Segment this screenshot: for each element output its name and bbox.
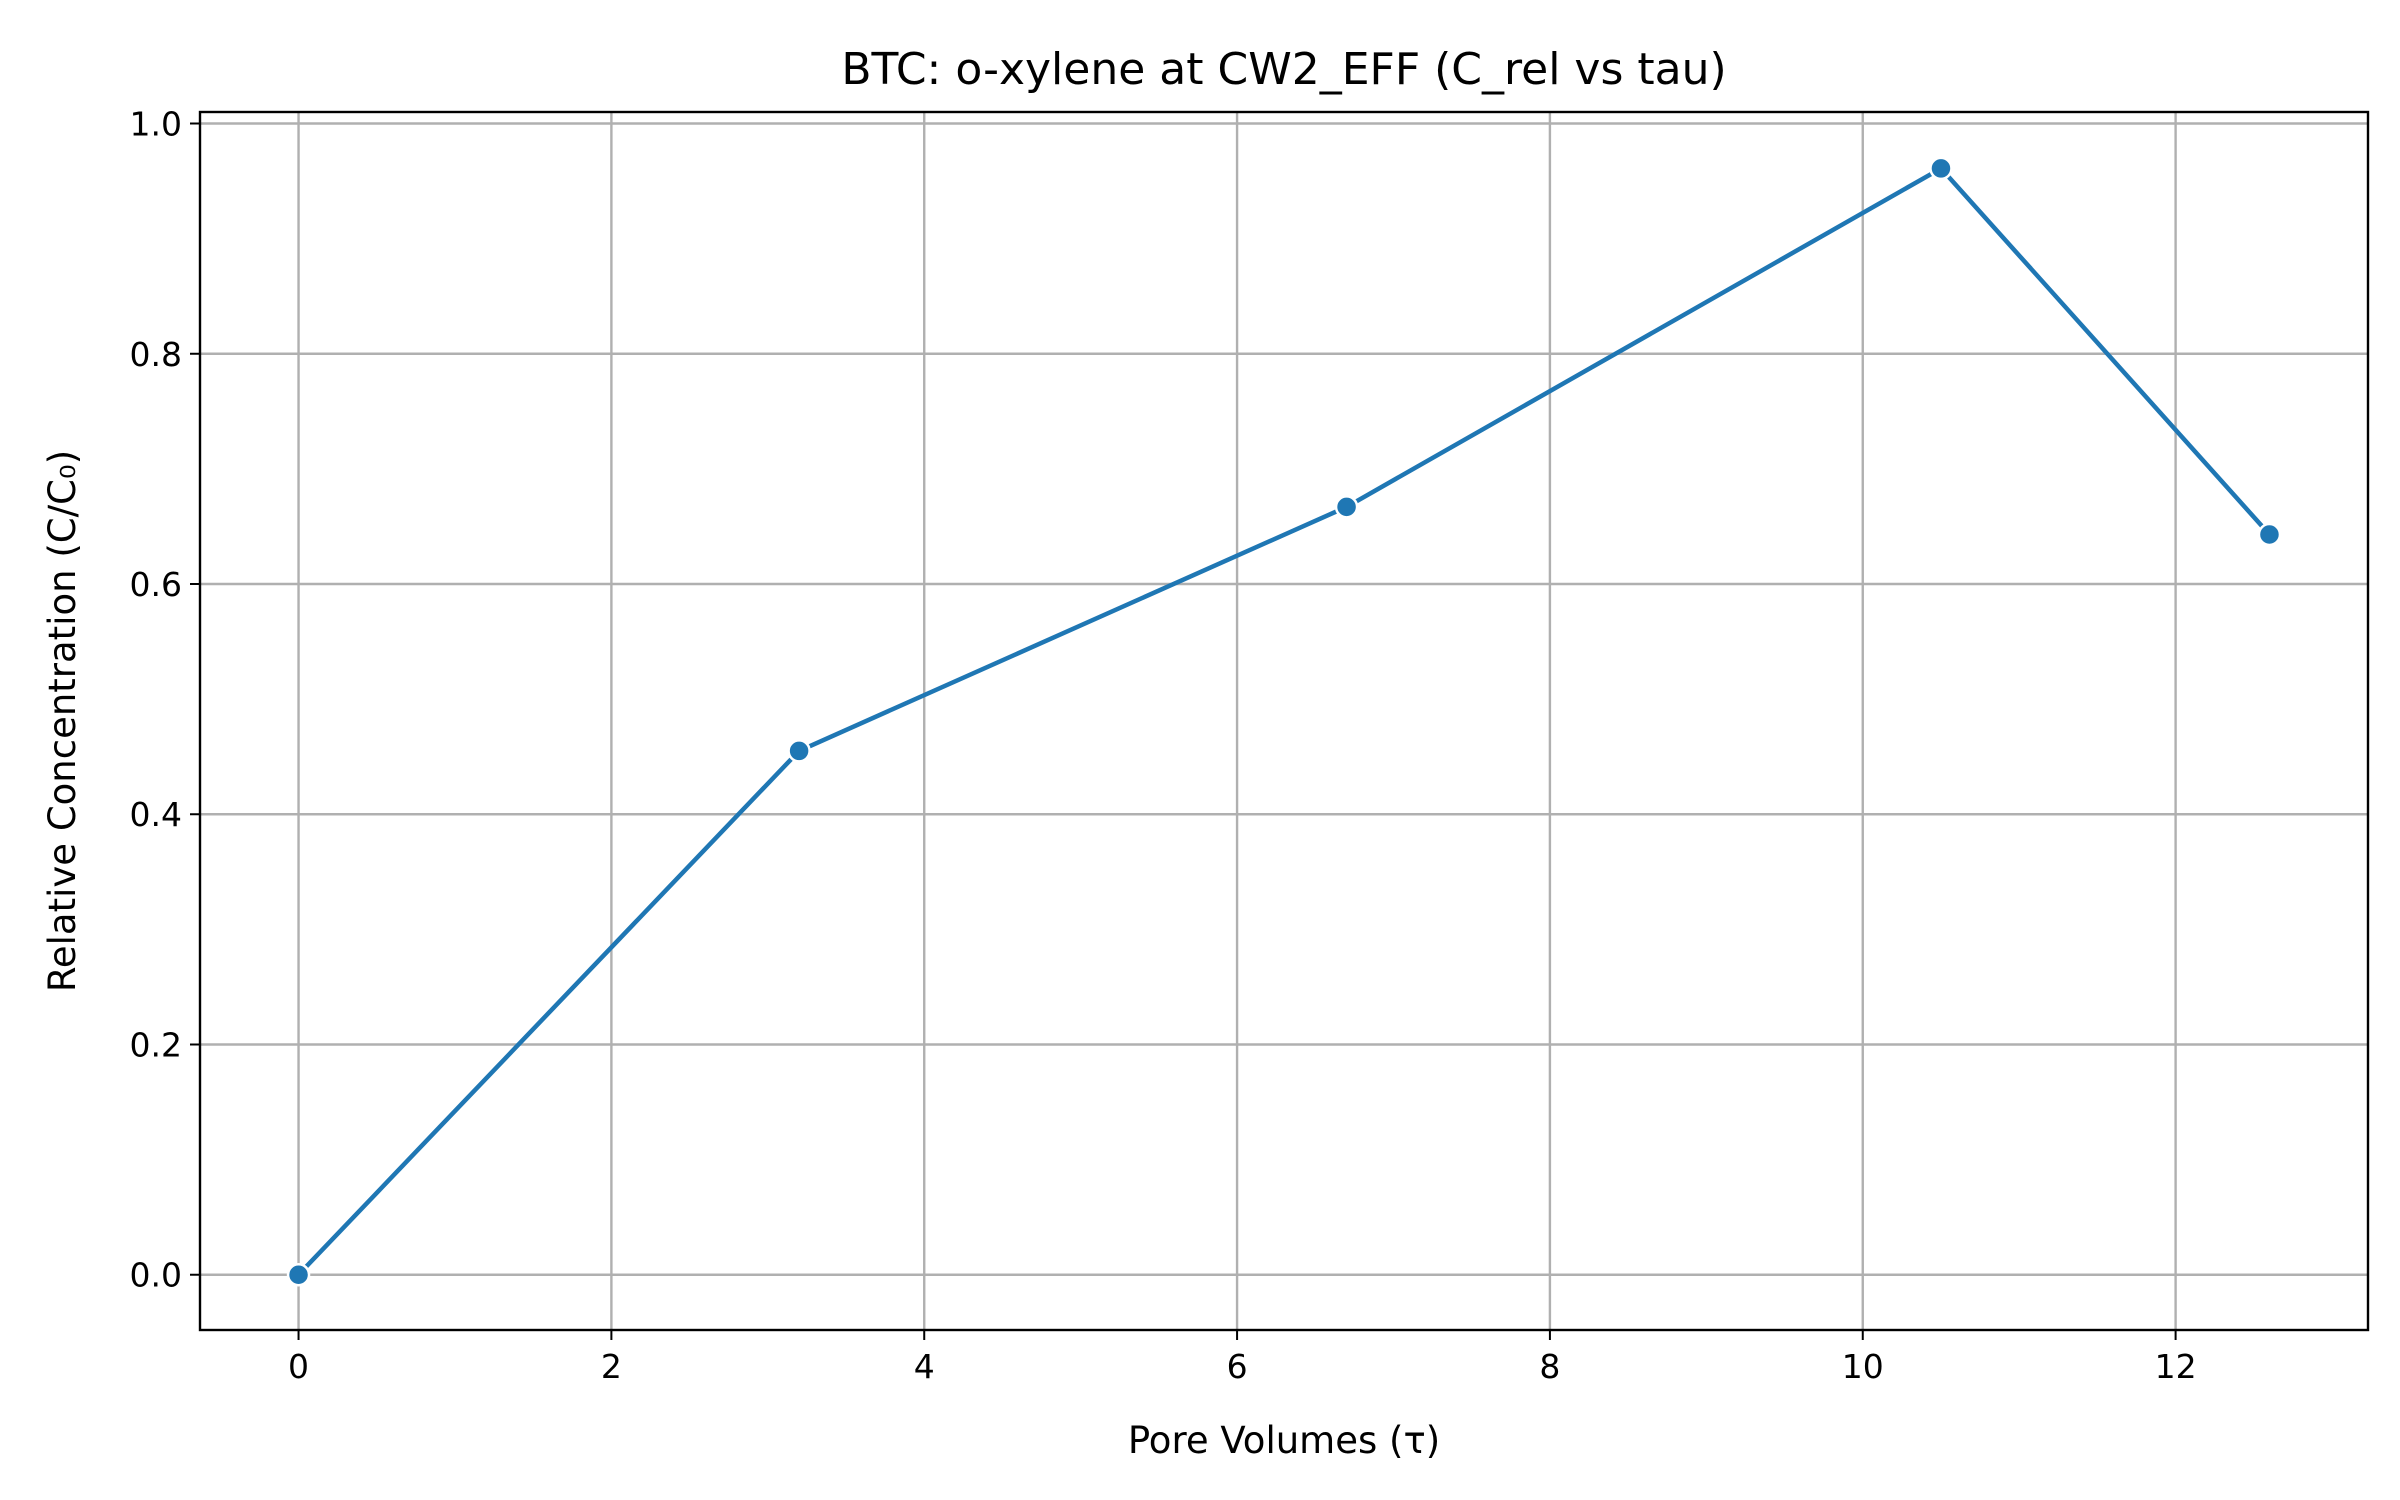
x-tick-label: 6 <box>1227 1347 1248 1386</box>
data-point <box>1929 156 1953 181</box>
y-tick-label: 0.2 <box>130 1025 182 1064</box>
x-tick-label: 8 <box>1539 1347 1560 1386</box>
x-tick-label: 10 <box>1842 1347 1884 1386</box>
y-tick-label: 0.4 <box>130 795 182 834</box>
ticks: 0 2 4 6 8 10 12 0.0 0.2 0.4 0.6 0.8 1.0 <box>130 105 2197 1386</box>
x-tick-label: 2 <box>601 1347 622 1386</box>
data-point <box>1334 495 1359 519</box>
data-point <box>286 1262 311 1287</box>
y-tick-label: 0.8 <box>130 335 182 374</box>
y-tick-label: 1.0 <box>130 105 182 144</box>
x-tick-label: 4 <box>914 1347 935 1386</box>
plot-frame <box>198 110 2370 1332</box>
x-axis-label: Pore Volumes (τ) <box>1128 1419 1440 1462</box>
data-point <box>787 739 811 763</box>
grid <box>200 112 2368 1330</box>
y-axis-label: Relative Concentration (C/C₀) <box>41 450 84 992</box>
data-point <box>2257 522 2282 547</box>
x-tick-label: 0 <box>288 1347 309 1386</box>
series-layer <box>286 156 2282 1287</box>
y-tick-label: 0.6 <box>130 565 182 604</box>
y-tick-label: 0.0 <box>130 1256 182 1295</box>
chart-title: BTC: o-xylene at CW2_EFF (C_rel vs tau) <box>841 44 1726 95</box>
x-tick-label: 12 <box>2155 1347 2197 1386</box>
